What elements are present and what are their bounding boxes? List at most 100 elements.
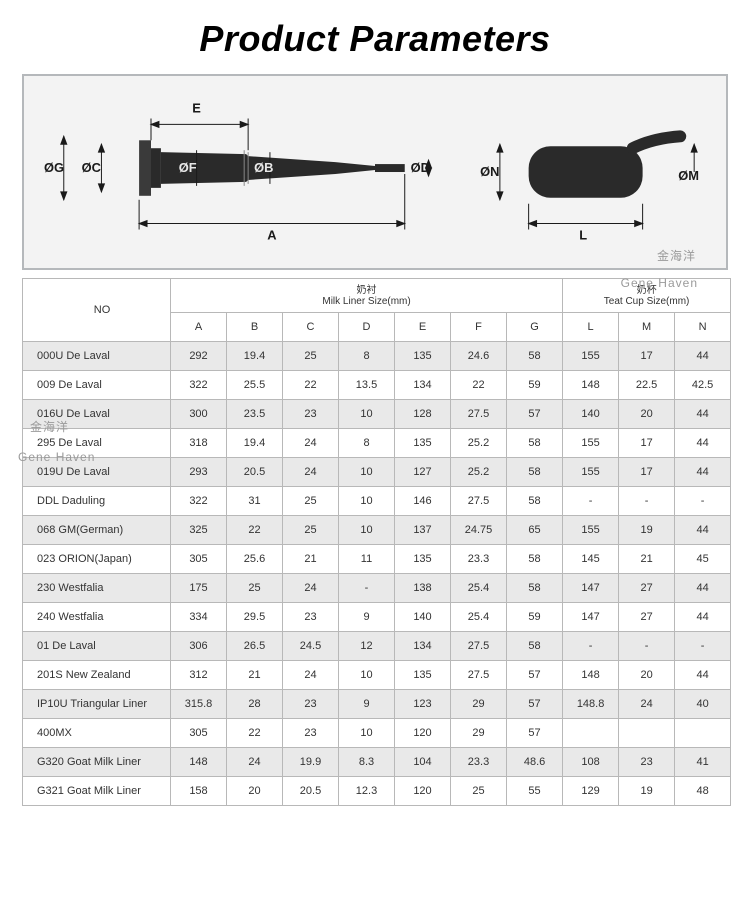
cell-C: 20.5 bbox=[283, 777, 339, 806]
cell-L: - bbox=[563, 487, 619, 516]
cell-A: 293 bbox=[171, 458, 227, 487]
cell-no: IP10U Triangular Liner bbox=[23, 690, 171, 719]
cell-M: 20 bbox=[619, 661, 675, 690]
cell-L: 148 bbox=[563, 661, 619, 690]
cell-F: 25 bbox=[451, 777, 507, 806]
cell-G: 65 bbox=[507, 516, 563, 545]
cell-M: 17 bbox=[619, 429, 675, 458]
cell-E: 123 bbox=[395, 690, 451, 719]
cell-G: 59 bbox=[507, 603, 563, 632]
label-E: E bbox=[192, 101, 201, 116]
cell-E: 120 bbox=[395, 719, 451, 748]
cell-N: 44 bbox=[675, 516, 731, 545]
cell-M: - bbox=[619, 487, 675, 516]
cell-G: 58 bbox=[507, 574, 563, 603]
cell-C: 24 bbox=[283, 574, 339, 603]
cell-N: 44 bbox=[675, 603, 731, 632]
table-row: 016U De Laval30023.5231012827.5571402044 bbox=[23, 400, 731, 429]
cell-M: 23 bbox=[619, 748, 675, 777]
cell-B: 19.4 bbox=[227, 429, 283, 458]
cell-B: 25.6 bbox=[227, 545, 283, 574]
cell-no: 201S New Zealand bbox=[23, 661, 171, 690]
cell-D: 11 bbox=[339, 545, 395, 574]
col-header-F: F bbox=[451, 313, 507, 342]
cell-no: 240 Westfalia bbox=[23, 603, 171, 632]
cell-G: 48.6 bbox=[507, 748, 563, 777]
cell-E: 135 bbox=[395, 342, 451, 371]
cell-L: 140 bbox=[563, 400, 619, 429]
cell-N: 44 bbox=[675, 574, 731, 603]
cell-F: 25.4 bbox=[451, 574, 507, 603]
cell-C: 22 bbox=[283, 371, 339, 400]
table-row: IP10U Triangular Liner315.82823912329571… bbox=[23, 690, 731, 719]
cell-F: 27.5 bbox=[451, 632, 507, 661]
table-row: 230 Westfalia1752524-13825.4581472744 bbox=[23, 574, 731, 603]
cell-G: 55 bbox=[507, 777, 563, 806]
col-header-no: NO bbox=[23, 279, 171, 342]
cell-L: 155 bbox=[563, 458, 619, 487]
cell-M bbox=[619, 719, 675, 748]
cell-C: 24 bbox=[283, 429, 339, 458]
cell-C: 25 bbox=[283, 342, 339, 371]
table-row: 068 GM(German)32522251013724.75651551944 bbox=[23, 516, 731, 545]
cell-M: 19 bbox=[619, 516, 675, 545]
cell-A: 300 bbox=[171, 400, 227, 429]
cell-G: 58 bbox=[507, 487, 563, 516]
cell-A: 318 bbox=[171, 429, 227, 458]
cell-M: 27 bbox=[619, 574, 675, 603]
cell-D: 10 bbox=[339, 400, 395, 429]
col-header-D: D bbox=[339, 313, 395, 342]
table-row: DDL Daduling32231251014627.558--- bbox=[23, 487, 731, 516]
cell-M: 20 bbox=[619, 400, 675, 429]
cell-F: 29 bbox=[451, 719, 507, 748]
cell-G: 58 bbox=[507, 429, 563, 458]
dimension-diagram: E A ØG ØC ØF ØB ØD bbox=[38, 88, 712, 258]
cell-C: 21 bbox=[283, 545, 339, 574]
watermark-en-1: Gene Haven bbox=[621, 276, 698, 290]
cell-C: 25 bbox=[283, 487, 339, 516]
cell-L: 147 bbox=[563, 603, 619, 632]
cell-E: 146 bbox=[395, 487, 451, 516]
cell-F: 22 bbox=[451, 371, 507, 400]
cell-B: 25.5 bbox=[227, 371, 283, 400]
cell-E: 127 bbox=[395, 458, 451, 487]
table-row: G320 Goat Milk Liner1482419.98.310423.34… bbox=[23, 748, 731, 777]
cell-E: 135 bbox=[395, 545, 451, 574]
col-header-A: A bbox=[171, 313, 227, 342]
col-header-M: M bbox=[619, 313, 675, 342]
cell-F: 24.75 bbox=[451, 516, 507, 545]
cell-G: 58 bbox=[507, 632, 563, 661]
cell-D: 13.5 bbox=[339, 371, 395, 400]
cell-A: 292 bbox=[171, 342, 227, 371]
label-L: L bbox=[579, 227, 587, 242]
cell-F: 23.3 bbox=[451, 545, 507, 574]
cell-M: 17 bbox=[619, 458, 675, 487]
cell-E: 134 bbox=[395, 371, 451, 400]
cell-G: 57 bbox=[507, 661, 563, 690]
cell-E: 135 bbox=[395, 661, 451, 690]
cell-D: 10 bbox=[339, 719, 395, 748]
cell-C: 25 bbox=[283, 516, 339, 545]
cell-N: 45 bbox=[675, 545, 731, 574]
table-row: G321 Goat Milk Liner1582020.512.31202555… bbox=[23, 777, 731, 806]
cell-E: 120 bbox=[395, 777, 451, 806]
label-B: ØB bbox=[254, 160, 273, 175]
parameters-table-wrap: Gene Haven 金海洋 Gene Haven NO 奶衬 Milk Lin… bbox=[22, 278, 728, 806]
cell-L: 148 bbox=[563, 371, 619, 400]
cell-D: 9 bbox=[339, 603, 395, 632]
label-D: ØD bbox=[411, 160, 430, 175]
watermark-en-2: Gene Haven bbox=[18, 450, 95, 464]
table-row: 240 Westfalia33429.523914025.4591472744 bbox=[23, 603, 731, 632]
cell-no: 009 De Laval bbox=[23, 371, 171, 400]
cell-N bbox=[675, 719, 731, 748]
cell-N: 48 bbox=[675, 777, 731, 806]
label-G: ØG bbox=[44, 160, 64, 175]
col-group-milk-liner: 奶衬 Milk Liner Size(mm) bbox=[171, 279, 563, 313]
cell-A: 306 bbox=[171, 632, 227, 661]
cell-E: 140 bbox=[395, 603, 451, 632]
cell-G: 57 bbox=[507, 690, 563, 719]
cell-L: - bbox=[563, 632, 619, 661]
cell-E: 134 bbox=[395, 632, 451, 661]
cell-B: 23.5 bbox=[227, 400, 283, 429]
cell-A: 322 bbox=[171, 487, 227, 516]
